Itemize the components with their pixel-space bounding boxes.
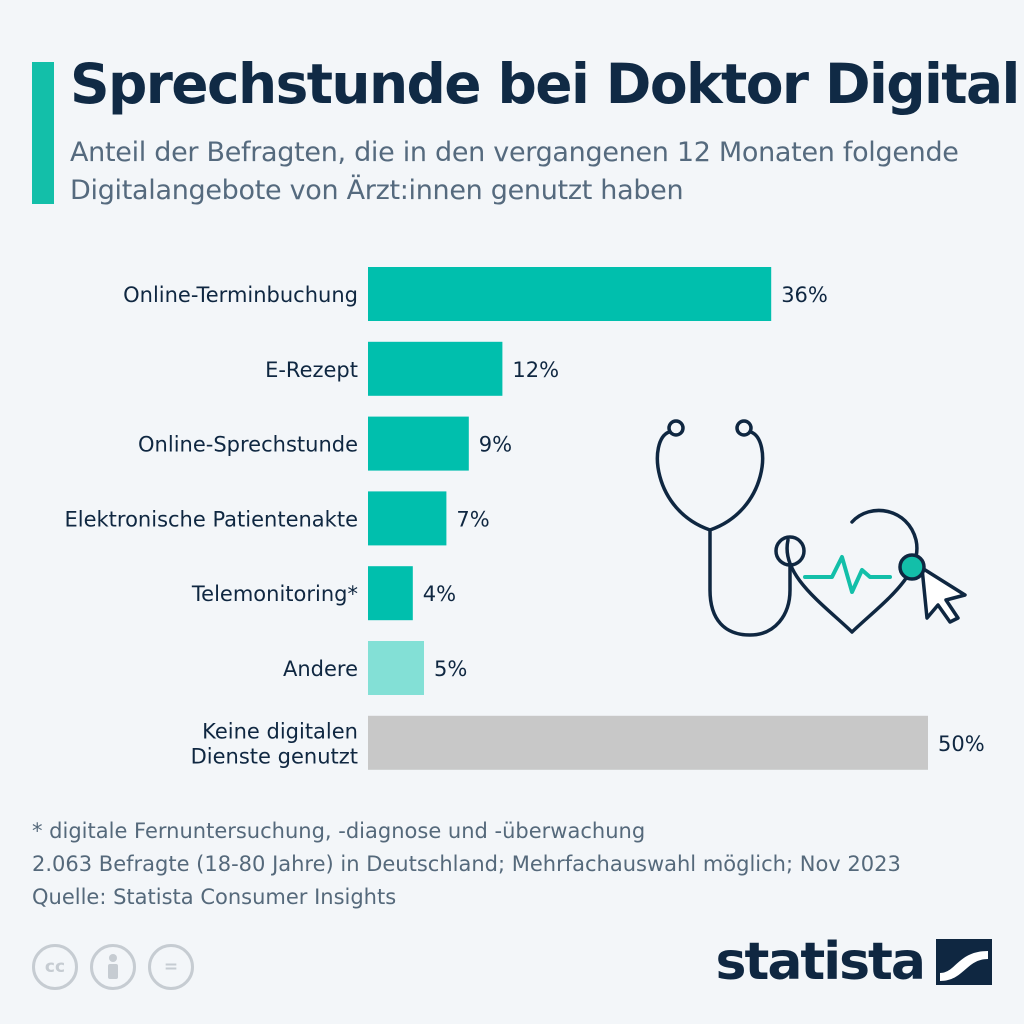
stethoscope-heart-illustration	[655, 419, 967, 637]
value-label-1: 12%	[512, 358, 559, 382]
bar-5	[368, 641, 424, 695]
category-label-6-1: Dienste genutzt	[191, 744, 358, 768]
footnote-survey: 2.063 Befragte (18-80 Jahre) in Deutschl…	[32, 852, 901, 876]
value-label-5: 5%	[434, 657, 467, 681]
no-derivatives-icon[interactable]: =	[148, 944, 194, 990]
page-title: Sprechstunde bei Doktor Digital	[70, 52, 1020, 116]
bar-0	[368, 267, 772, 321]
category-label-2: Online-Sprechstunde	[138, 433, 358, 457]
cc-icon[interactable]: cc	[32, 944, 78, 990]
value-label-3: 7%	[456, 507, 489, 531]
category-label-3: Elektronische Patientenakte	[64, 507, 358, 531]
bar-1	[368, 341, 503, 396]
statista-logo[interactable]: statista	[716, 932, 992, 992]
value-label-0: 36%	[781, 283, 828, 307]
logo-text: statista	[715, 932, 926, 992]
bar-chart: 36% Online-Terminbuchung 12% E-Rezept 9% Onli…	[64, 267, 985, 770]
footnotes: * digitale Fernuntersuchung, -diagnose u…	[32, 815, 901, 914]
category-label-0: Online-Terminbuchung	[123, 283, 358, 307]
bar-4	[368, 566, 413, 621]
logo-mark-icon	[936, 939, 992, 985]
value-label-2: 9%	[479, 433, 512, 457]
bar-2	[368, 416, 469, 471]
category-label-1: E-Rezept	[265, 358, 358, 382]
category-label-5: Andere	[283, 657, 358, 681]
title-accent-bar	[32, 62, 54, 204]
footnote-source: Quelle: Statista Consumer Insights	[32, 885, 397, 909]
bar-3	[368, 491, 447, 546]
footnote-asterisk: * digitale Fernuntersuchung, -diagnose u…	[32, 819, 646, 843]
category-label-4: Telemonitoring*	[191, 582, 358, 606]
page-subtitle: Anteil der Befragten, die in den vergang…	[70, 137, 959, 206]
license-icons: cc =	[32, 944, 194, 990]
attribution-icon[interactable]	[90, 944, 136, 990]
value-label-6: 50%	[938, 732, 985, 756]
bar-6	[368, 715, 928, 770]
value-label-4: 4%	[423, 582, 456, 606]
category-label-6-0: Keine digitalen	[202, 719, 358, 743]
